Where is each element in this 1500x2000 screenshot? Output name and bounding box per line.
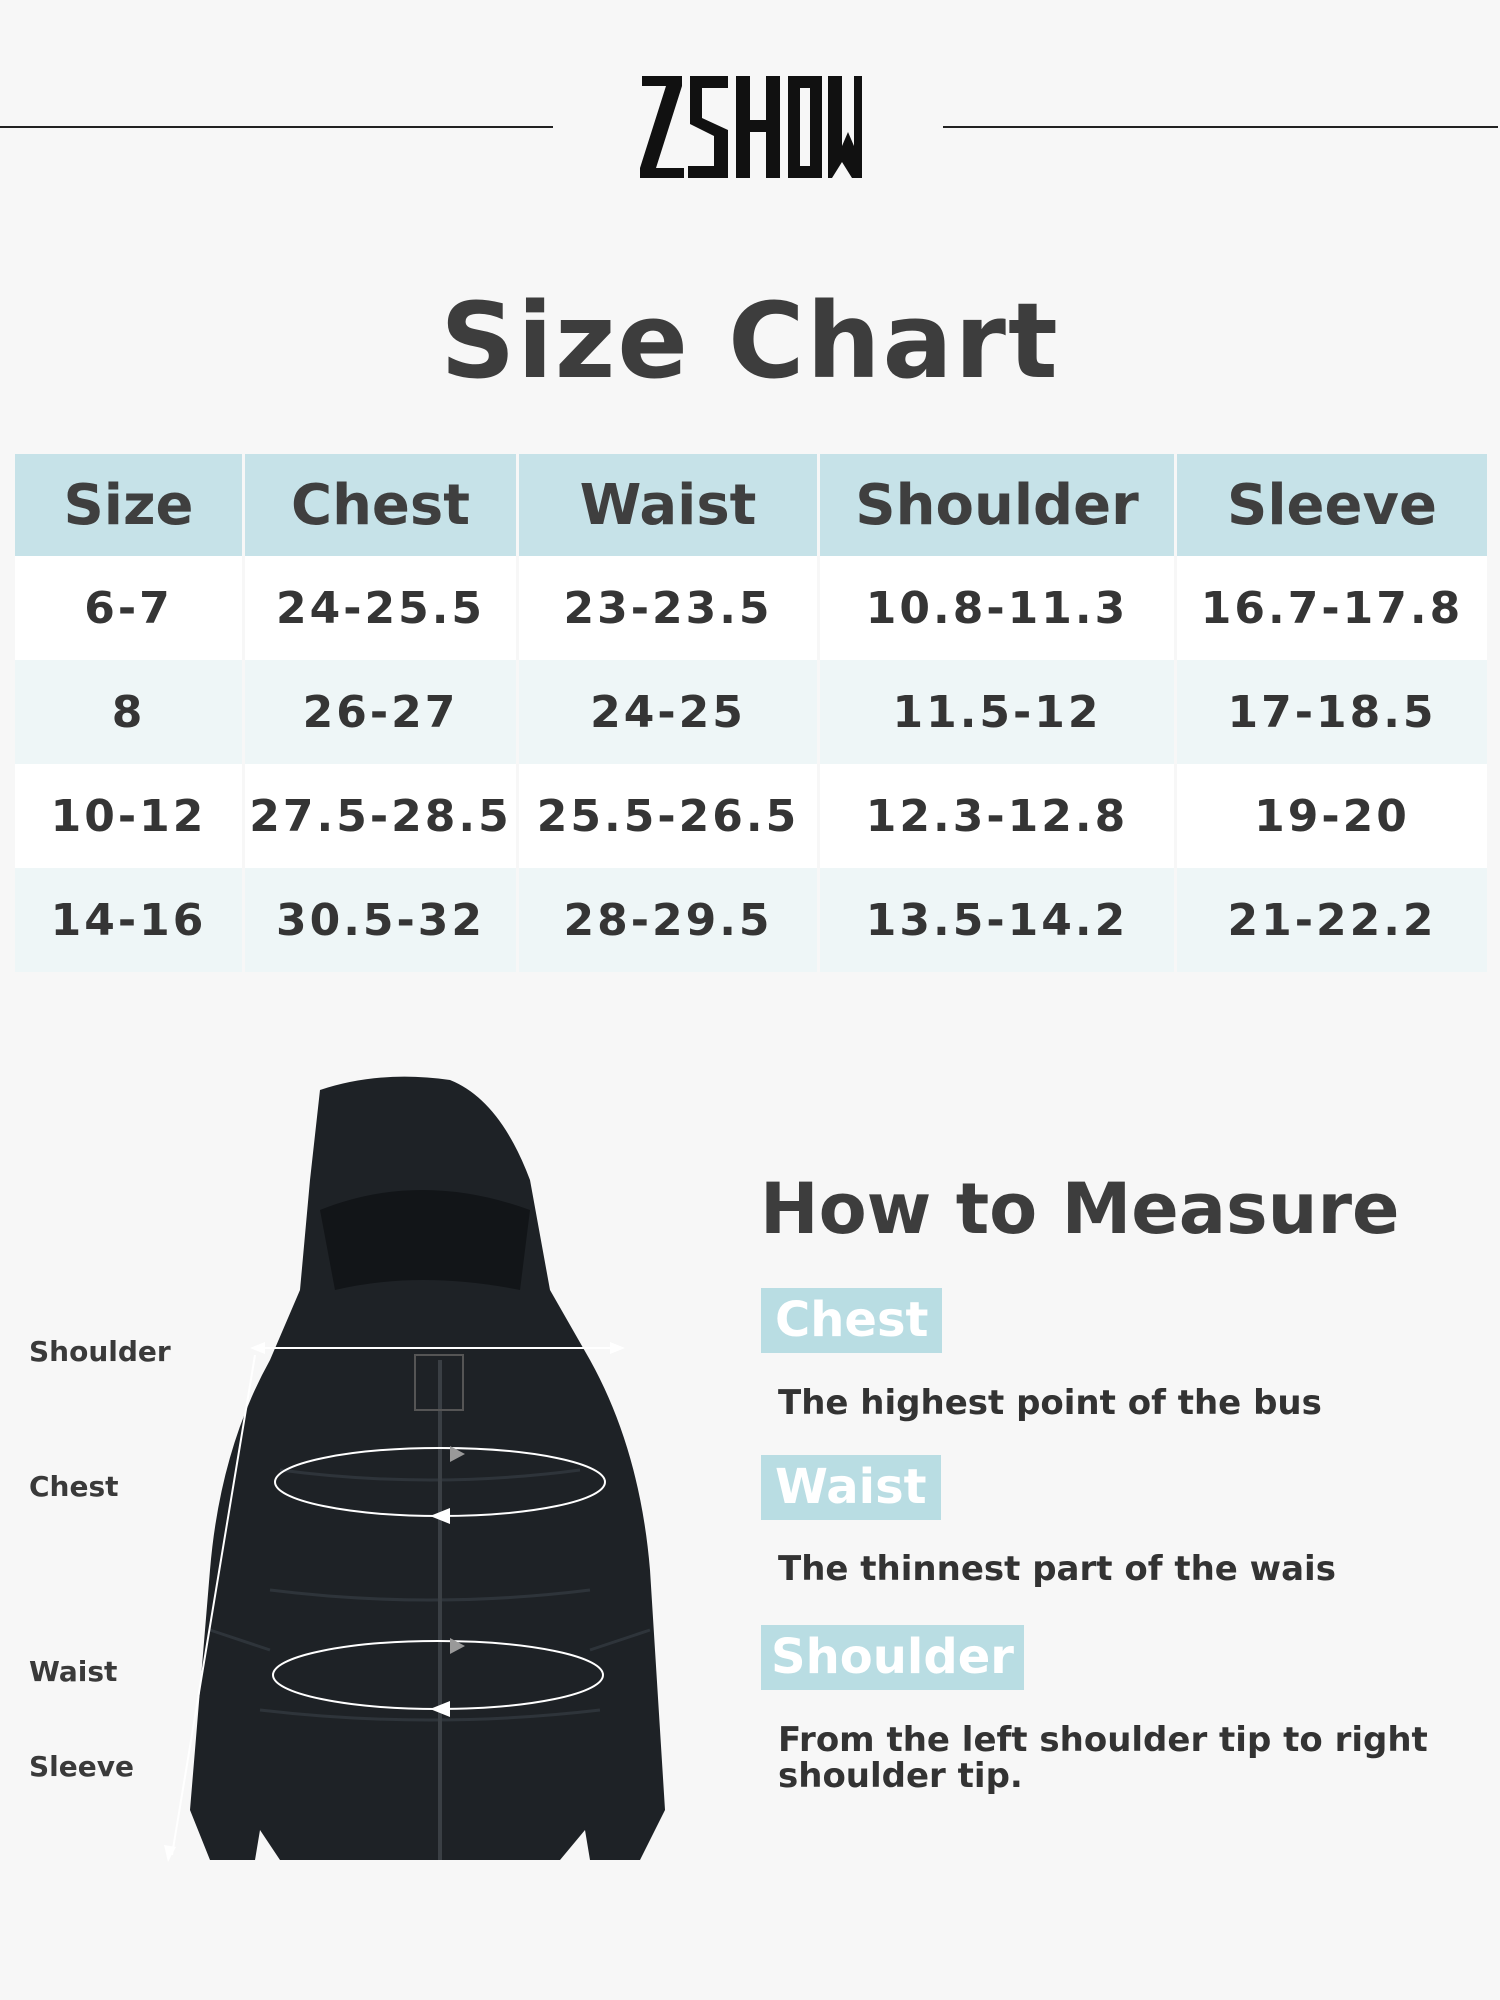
table-cell-waist: 28-29.5 [519, 868, 820, 972]
table-cell-shoulder: 11.5-12 [820, 660, 1177, 764]
table-row: 8 26-27 24-25 11.5-12 17-18.5 [15, 660, 1487, 764]
table-cell-shoulder: 13.5-14.2 [820, 868, 1177, 972]
size-table: Size Chest Waist Shoulder Sleeve 6-7 24-2… [15, 454, 1487, 972]
table-cell-shoulder: 10.8-11.3 [820, 556, 1177, 660]
measure-desc-shoulder: From the left shoulder tip to right shou… [778, 1720, 1428, 1796]
table-row: 6-7 24-25.5 23-23.5 10.8-11.3 16.7-17.8 [15, 556, 1487, 660]
table-cell-shoulder: 12.3-12.8 [820, 764, 1177, 868]
diagram-label-sleeve: Sleeve [29, 1750, 134, 1783]
table-cell-chest: 24-25.5 [245, 556, 519, 660]
measure-desc-waist: The thinnest part of the wais [778, 1549, 1336, 1589]
diagram-label-waist: Waist [29, 1655, 118, 1688]
table-cell-size: 6-7 [15, 556, 245, 660]
table-cell-size: 14-16 [15, 868, 245, 972]
page-title: Size Chart [440, 280, 1060, 402]
divider-left [0, 126, 553, 128]
brand-logo [640, 76, 862, 178]
measure-badge-waist: Waist [761, 1455, 941, 1520]
measure-badge-chest: Chest [761, 1288, 943, 1353]
table-cell-sleeve: 19-20 [1177, 764, 1487, 868]
table-cell-chest: 26-27 [245, 660, 519, 764]
table-cell-sleeve: 17-18.5 [1177, 660, 1487, 764]
table-row: 10-12 27.5-28.5 25.5-26.5 12.3-12.8 19-20 [15, 764, 1487, 868]
table-cell-sleeve: 21-22.2 [1177, 868, 1487, 972]
table-row: 14-16 30.5-32 28-29.5 13.5-14.2 21-22.2 [15, 868, 1487, 972]
header-chest: Chest [245, 454, 519, 556]
header-waist: Waist [519, 454, 820, 556]
table-cell-size: 8 [15, 660, 245, 764]
table-header: Size Chest Waist Shoulder Sleeve [15, 454, 1487, 556]
header-size: Size [15, 454, 245, 556]
table-cell-chest: 27.5-28.5 [245, 764, 519, 868]
how-to-measure-title: How to Measure [760, 1168, 1400, 1250]
table-cell-chest: 30.5-32 [245, 868, 519, 972]
table-cell-waist: 25.5-26.5 [519, 764, 820, 868]
diagram-label-shoulder: Shoulder [29, 1335, 171, 1368]
diagram-label-chest: Chest [29, 1470, 119, 1503]
measure-desc-chest: The highest point of the bus [778, 1383, 1322, 1423]
measure-badge-shoulder: Shoulder [761, 1625, 1024, 1690]
table-cell-waist: 23-23.5 [519, 556, 820, 660]
table-cell-sleeve: 16.7-17.8 [1177, 556, 1487, 660]
jacket-illustration [164, 1076, 665, 1862]
table-cell-waist: 24-25 [519, 660, 820, 764]
table-cell-size: 10-12 [15, 764, 245, 868]
header-sleeve: Sleeve [1177, 454, 1487, 556]
header-shoulder: Shoulder [820, 454, 1177, 556]
divider-right [943, 126, 1498, 128]
